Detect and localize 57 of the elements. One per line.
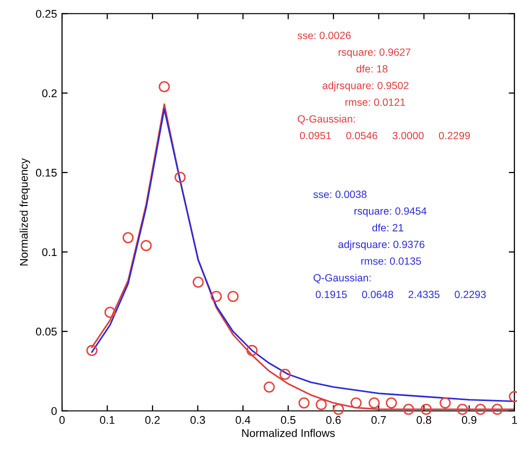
- y-axis-title: Normalized frequency: [20, 158, 30, 266]
- x-tick-label: 0.4: [236, 416, 250, 424]
- annotation: dfe: 18: [356, 64, 388, 73]
- y-tick-label: 0.15: [36, 168, 57, 177]
- point: [227, 290, 239, 302]
- point: [210, 290, 222, 302]
- point: [403, 404, 414, 415]
- y-tick-label: 0.2: [42, 89, 57, 98]
- point: [332, 404, 344, 415]
- x-tick-label: 0.1: [100, 416, 114, 424]
- point: [474, 404, 486, 415]
- x-tick-label: 1: [512, 416, 517, 424]
- annotation: 0.0951 0.0546 3.0000 0.2299: [300, 132, 470, 140]
- point: [492, 404, 503, 415]
- y-tick-label: 0.05: [36, 328, 57, 336]
- annotation: rmse: 0.0135: [361, 257, 421, 265]
- x-tick-label: 0.8: [416, 416, 432, 424]
- point: [122, 232, 134, 244]
- point: [440, 397, 451, 408]
- point: [420, 404, 432, 415]
- point: [140, 240, 152, 252]
- x-tick-label: 0.9: [462, 416, 476, 424]
- point: [174, 172, 186, 183]
- annotation: adjrsquare: 0.9502: [322, 82, 408, 92]
- point: [386, 397, 397, 408]
- point: [368, 397, 380, 408]
- annotation: Q-Gaussian:: [314, 274, 371, 284]
- point: [316, 398, 327, 410]
- x-axis-title: Normalized Inflows: [242, 428, 335, 438]
- annotation: Q-Gaussian:: [298, 114, 355, 124]
- point: [350, 397, 362, 408]
- x-tick-label: 0.6: [326, 416, 341, 424]
- x-tick-label: 0.7: [371, 416, 386, 424]
- point: [280, 368, 291, 380]
- x-tick-label: 0.3: [190, 416, 205, 424]
- annotation: dfe: 21: [372, 224, 404, 232]
- y-tick-label: 0.1: [42, 248, 57, 256]
- annotation: sse: 0.0026: [298, 32, 351, 40]
- point: [104, 306, 116, 318]
- annotation: rmse: 0.0121: [345, 98, 406, 106]
- annotation: sse: 0.0038: [313, 190, 367, 198]
- point: [246, 344, 258, 356]
- x-tick-label: 0.2: [145, 416, 160, 424]
- point: [298, 397, 310, 408]
- point: [86, 344, 98, 356]
- x-tick-label: 0.5: [280, 416, 296, 424]
- annotation: 0.1915 0.0648 2.4335 0.2293: [316, 290, 486, 298]
- point: [158, 81, 170, 92]
- x-tick-label: 0: [59, 416, 65, 424]
- point: [456, 404, 468, 415]
- annotation: rsquare: 0.9627: [338, 48, 410, 58]
- y-tick-label: 0.25: [36, 10, 57, 18]
- point: [264, 381, 275, 393]
- point: [192, 276, 204, 288]
- y-tick-label: 0: [51, 407, 57, 416]
- annotation: adjrsquare: 0.9376: [338, 240, 424, 250]
- annotation: rsquare: 0.9454: [354, 207, 426, 217]
